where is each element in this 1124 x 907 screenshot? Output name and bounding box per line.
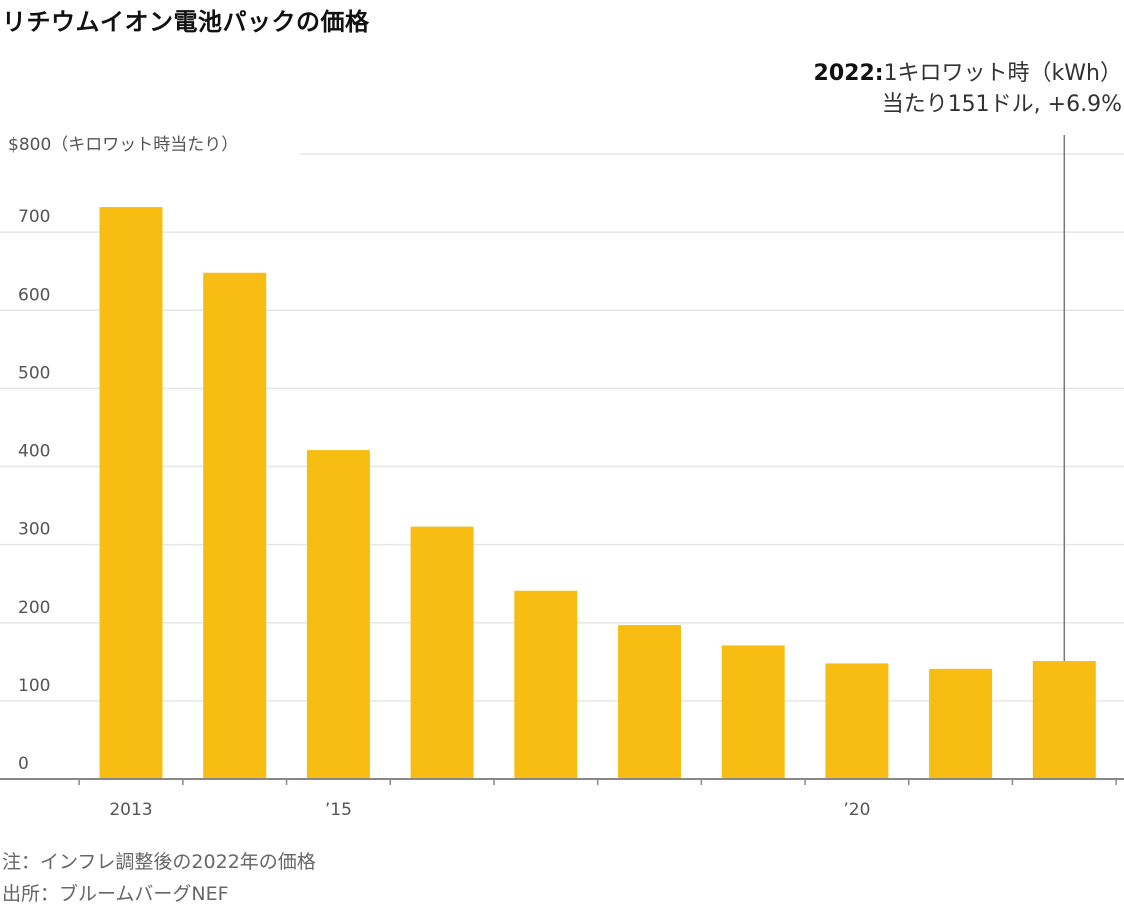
y-tick-label: 600 — [18, 285, 50, 305]
y-tick-label: 0 — [18, 754, 29, 774]
y-axis-label: $800（キロワット時当たり） — [8, 135, 238, 155]
annotation-line-2: 当たり151ドル, +6.9% — [881, 92, 1122, 117]
bar-2020 — [825, 663, 889, 779]
bar-2019 — [721, 645, 785, 779]
latest-value-annotation: 2022:1キロワット時（kWh） 当たり151ドル, +6.9% — [814, 58, 1122, 120]
annotation-line-1: 2022:1キロワット時（kWh） — [814, 58, 1122, 89]
bar-2015 — [306, 450, 370, 779]
footnote-note: 注：インフレ調整後の2022年の価格 — [2, 851, 316, 873]
axes — [0, 135, 1124, 785]
annotation-year: 2022: — [813, 61, 884, 86]
bar-2014 — [203, 272, 267, 779]
chart-title: リチウムイオン電池パックの価格 — [2, 8, 370, 36]
bar-2016 — [410, 526, 474, 779]
bar-2017 — [514, 590, 578, 779]
x-tick-label: 2013 — [109, 800, 152, 820]
footnote-source: 出所：ブルームバーグNEF — [2, 883, 229, 905]
y-tick-label: 700 — [18, 207, 50, 227]
x-tick-label: ’20 — [843, 800, 870, 820]
tick-labels: 0 100 200 300 400 500 600 700 $800（キロワット時当たり） 201… — [8, 135, 870, 820]
bar-2021 — [929, 668, 993, 779]
bar-2013 — [99, 207, 163, 779]
y-tick-label: 100 — [18, 676, 50, 696]
annotation-text-1: 1キロワット時（kWh） — [883, 61, 1122, 86]
y-tick-label: 400 — [18, 442, 50, 462]
y-tick-label: 200 — [18, 598, 50, 618]
bar-2018 — [618, 625, 681, 779]
bar-2022 — [1032, 661, 1096, 779]
bars — [99, 207, 1096, 779]
y-tick-label: 500 — [18, 363, 50, 383]
y-tick-label: 300 — [18, 520, 50, 540]
x-tick-label: ’15 — [325, 800, 352, 820]
